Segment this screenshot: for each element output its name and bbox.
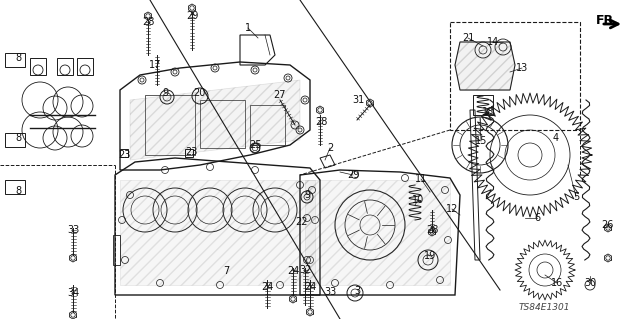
Text: 30: 30: [584, 278, 596, 288]
Text: 34: 34: [67, 288, 79, 298]
Text: 19: 19: [424, 251, 436, 261]
Text: 9: 9: [162, 88, 168, 98]
Polygon shape: [130, 80, 300, 160]
Text: 11: 11: [415, 174, 427, 184]
Text: 14: 14: [487, 37, 499, 47]
Text: 4: 4: [553, 133, 559, 143]
Text: 22: 22: [296, 217, 308, 227]
Text: 25: 25: [249, 140, 261, 150]
Text: 32: 32: [299, 265, 311, 275]
Text: 2: 2: [327, 143, 333, 153]
Bar: [450, 22, 580, 130]
Text: 8: 8: [15, 133, 21, 143]
Bar: [473, 95, 493, 115]
Text: 23: 23: [118, 150, 130, 160]
Text: 13: 13: [516, 63, 528, 73]
Text: 9: 9: [304, 190, 310, 200]
Text: 23: 23: [185, 147, 197, 157]
Polygon shape: [120, 180, 315, 285]
Text: 29: 29: [186, 11, 198, 21]
Text: 33: 33: [324, 287, 336, 297]
Text: 12: 12: [446, 204, 458, 214]
Text: 28: 28: [142, 17, 154, 27]
Text: 18: 18: [482, 107, 494, 117]
Text: 3: 3: [354, 286, 360, 296]
Text: 8: 8: [15, 186, 21, 196]
Text: 16: 16: [551, 278, 563, 288]
Text: 24: 24: [261, 282, 273, 292]
Text: 5: 5: [573, 192, 579, 202]
Text: 17: 17: [149, 60, 161, 70]
Text: 31: 31: [352, 95, 364, 105]
Text: 24: 24: [287, 266, 299, 276]
Text: 28: 28: [315, 117, 327, 127]
Text: 26: 26: [601, 220, 613, 230]
Text: 8: 8: [15, 53, 21, 63]
Text: 24: 24: [304, 282, 316, 292]
Text: 27: 27: [274, 90, 286, 100]
Text: 15: 15: [475, 136, 487, 146]
Text: 21: 21: [462, 33, 474, 43]
Text: 10: 10: [412, 195, 424, 205]
Text: FR.: FR.: [596, 13, 619, 26]
Text: 29: 29: [347, 170, 359, 180]
Text: 7: 7: [223, 266, 229, 276]
Text: TS84E1301: TS84E1301: [518, 302, 570, 311]
Bar: [120, 149, 128, 157]
Text: 20: 20: [193, 88, 205, 98]
Bar: [185, 149, 193, 157]
Text: 28: 28: [426, 225, 438, 235]
Text: 1: 1: [245, 23, 251, 33]
Text: 33: 33: [67, 225, 79, 235]
Polygon shape: [305, 180, 450, 285]
Text: 6: 6: [534, 213, 540, 223]
Polygon shape: [455, 42, 515, 90]
